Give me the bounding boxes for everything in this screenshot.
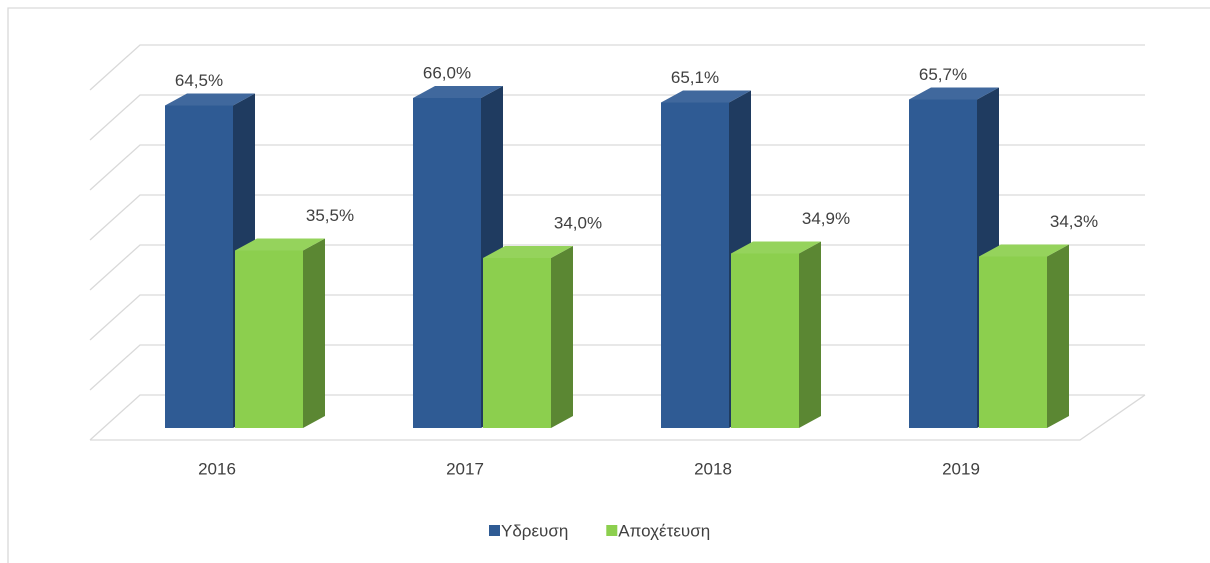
bar-top	[731, 241, 821, 254]
grid-line	[89, 44, 1145, 91]
bar-top	[909, 87, 999, 100]
x-tick-label: 2017	[446, 459, 484, 478]
bar-top	[979, 244, 1069, 257]
data-label: 34,9%	[802, 209, 850, 228]
grid-line	[89, 194, 1145, 241]
bar-side	[551, 246, 573, 428]
bar-side	[1047, 244, 1069, 428]
bar-side	[799, 241, 821, 428]
x-tick-label: 2019	[942, 459, 980, 478]
legend-swatch	[489, 525, 500, 536]
x-tick-label: 2016	[198, 459, 236, 478]
bar	[661, 102, 729, 428]
grid-line	[89, 94, 1145, 141]
data-label: 64,5%	[175, 71, 223, 90]
bar	[731, 253, 799, 428]
bar	[979, 256, 1047, 428]
bar	[235, 250, 303, 428]
bar-top	[235, 238, 325, 251]
grid-line	[89, 144, 1145, 191]
data-label: 35,5%	[306, 206, 354, 225]
bar-top	[661, 90, 751, 103]
bar-top	[483, 246, 573, 258]
data-label: 66,0%	[423, 63, 471, 82]
bar-top	[413, 86, 503, 98]
bar	[165, 105, 233, 428]
legend-label: Αποχέτευση	[618, 521, 710, 540]
floor-edge	[90, 394, 1146, 441]
data-label: 34,3%	[1050, 212, 1098, 231]
bar	[483, 258, 551, 428]
bar	[909, 99, 977, 428]
data-label: 34,0%	[554, 213, 602, 232]
data-label: 65,1%	[671, 68, 719, 87]
bar	[413, 98, 481, 428]
bar-top	[165, 93, 255, 106]
bar-side	[303, 238, 325, 428]
legend-swatch	[606, 525, 618, 536]
data-label: 65,7%	[919, 65, 967, 84]
legend-label: Υδρευση	[501, 521, 568, 540]
x-tick-label: 2018	[694, 459, 732, 478]
chart-border	[7, 7, 1210, 563]
